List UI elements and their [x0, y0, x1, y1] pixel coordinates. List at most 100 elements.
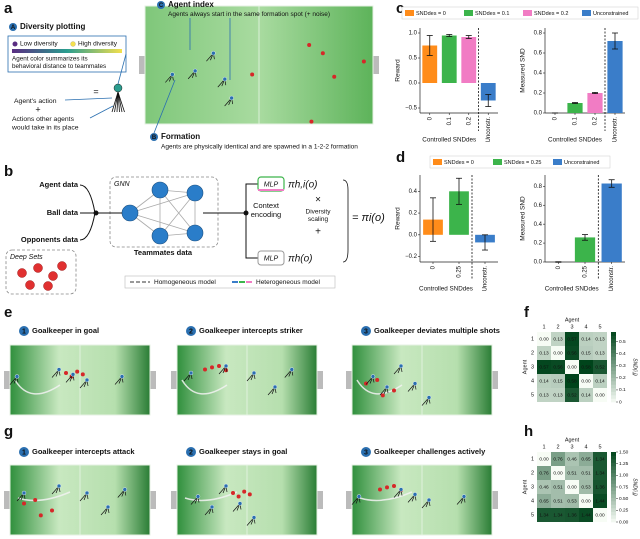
gnn-box — [109, 176, 219, 248]
agent — [426, 497, 432, 503]
colorbar-step — [611, 518, 616, 523]
opponent — [22, 501, 26, 506]
label: Teammates data — [134, 248, 193, 257]
label: × — [315, 195, 321, 206]
agent — [237, 501, 243, 506]
colorbar-step — [611, 398, 616, 403]
legend-label: Unconstrained — [564, 160, 599, 166]
y-tick-label: 3 — [531, 484, 534, 490]
x-tick-label: 0 — [556, 265, 562, 269]
agent — [119, 374, 125, 379]
cell-label: 0.76 — [553, 457, 563, 463]
opponent — [75, 369, 80, 374]
agent — [356, 494, 362, 499]
step-title: Goalkeeper stays in goal — [199, 447, 287, 456]
colorbar-step — [611, 455, 616, 460]
x-tick-label: 0 — [553, 116, 559, 120]
heat-cell — [593, 360, 607, 374]
gnn-edge — [129, 212, 196, 234]
label: Diversity — [306, 209, 332, 216]
legend-swatch — [582, 10, 591, 16]
legend-label: SNDdes = 0 — [444, 160, 474, 166]
colorbar-step — [611, 360, 616, 364]
colorbar-tick-label: 1.25 — [619, 461, 629, 467]
bar — [587, 93, 603, 113]
x-axis-label: Controlled SNDdes — [545, 286, 599, 293]
agent — [188, 370, 194, 376]
colorbar-tick-label: 1.50 — [619, 449, 629, 455]
colorbar-step — [611, 367, 616, 371]
label: + — [35, 104, 40, 114]
colorbar-label: SND(i,j) — [632, 478, 638, 496]
opponent — [242, 489, 247, 494]
colorbar-tick-label: 0.4 — [619, 351, 626, 357]
colorbar-step — [611, 508, 616, 512]
gnn-node — [186, 184, 204, 202]
heat-cell — [537, 466, 551, 480]
cell-label: 0.13 — [595, 351, 605, 357]
heat-cell — [537, 374, 551, 388]
opponent — [375, 378, 380, 382]
heat-cell — [565, 346, 579, 360]
trail — [181, 379, 228, 395]
deepsets-node — [33, 263, 43, 273]
cell-label: 0.00 — [595, 393, 605, 399]
heat-cell — [551, 508, 565, 522]
heat-cell — [565, 388, 579, 402]
heat-cell — [593, 480, 607, 494]
step-number: 1 — [22, 328, 26, 335]
deepsets-node — [17, 268, 27, 278]
y-tick-label: 1 — [531, 336, 534, 342]
agent — [105, 504, 111, 510]
cell-label: 0.00 — [581, 499, 591, 505]
step-title: Goalkeeper deviates multiple shots — [374, 326, 500, 335]
cell-label: 0.51 — [553, 499, 563, 505]
agent — [84, 377, 90, 383]
heat-cell — [593, 374, 607, 388]
colorbar-step — [611, 356, 616, 361]
cell-label: 0.51 — [553, 485, 563, 491]
label: Context — [253, 201, 280, 210]
action-line — [117, 91, 120, 113]
heat-cell — [551, 494, 565, 508]
colorbar-tick-label: 0.2 — [619, 375, 626, 381]
agent — [384, 384, 390, 390]
heat-cell — [593, 494, 607, 508]
colorbar-step — [611, 466, 616, 470]
cell-label: 0.53 — [567, 499, 577, 505]
panel-letter: e — [4, 304, 12, 321]
agent — [272, 384, 278, 390]
bracket — [342, 179, 349, 263]
step-number: 2 — [189, 449, 193, 456]
opponent — [392, 484, 396, 488]
heat-cell — [565, 508, 579, 522]
legend-box — [124, 275, 336, 289]
opponent — [38, 513, 43, 518]
deepsets-node — [57, 261, 67, 271]
pointer — [64, 97, 113, 101]
x-tick-label: 0.25 — [583, 265, 589, 277]
colorbar-step — [611, 462, 616, 467]
gnn-node — [151, 181, 169, 199]
cell-label: 0.15 — [553, 379, 563, 385]
cell-label: 0.57 — [567, 337, 577, 343]
panel-letter: g — [4, 423, 13, 440]
cell-label: 0.57 — [539, 365, 549, 371]
cell-label: 0.46 — [539, 485, 549, 491]
cell-label: 0.56 — [567, 351, 577, 357]
cell-label: 1.34 — [595, 457, 605, 463]
bar — [607, 41, 623, 113]
x-tick-label: Unconstr. — [609, 266, 615, 292]
y-axis-label: Agent — [522, 479, 528, 494]
cell-label: 1.34 — [553, 513, 563, 519]
colorbar-step — [611, 452, 616, 456]
cell-label: 0.76 — [539, 471, 549, 477]
agent — [222, 76, 228, 82]
label: Heterogeneous model — [256, 279, 321, 286]
agent — [211, 51, 216, 56]
cell-label: 0.13 — [539, 393, 549, 399]
colorbar-step — [611, 391, 616, 396]
marker — [150, 133, 158, 141]
cell-label: 1.34 — [539, 513, 549, 519]
y-tick-label: 5 — [531, 392, 534, 398]
